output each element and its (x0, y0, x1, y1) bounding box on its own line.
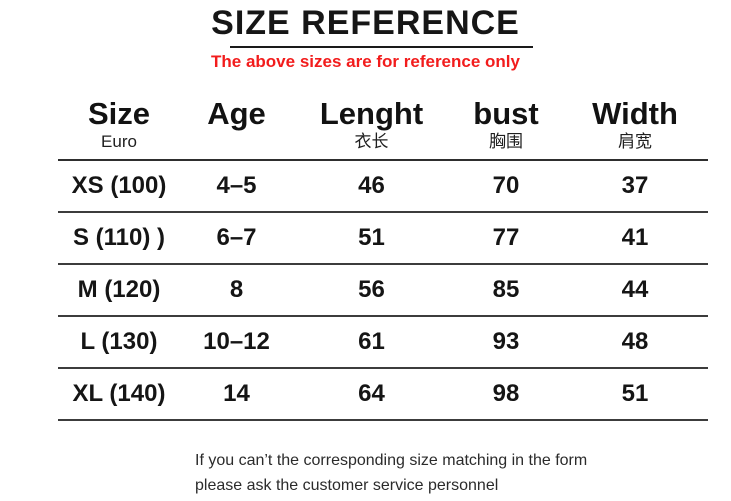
cell-width: 44 (562, 264, 708, 317)
table-row-xs: XS (100) 4–5 46 70 37 (58, 160, 708, 213)
column-header-size-sublabel: Euro (101, 132, 137, 151)
column-header-length-label: Lenght (319, 96, 424, 131)
column-header-width-label: Width (592, 96, 678, 131)
cell-width: 51 (562, 368, 708, 421)
column-header-width-sublabel: 肩宽 (618, 132, 652, 151)
column-header-age-label: Age (207, 96, 266, 131)
cell-size: XL (140) (58, 368, 180, 421)
size-table: Size Euro Age Lenght 衣长 bust 胸围 Width (58, 96, 708, 421)
cell-age: 10–12 (180, 316, 293, 369)
cell-size: XS (100) (58, 160, 180, 213)
column-header-age: Age (180, 96, 293, 160)
cell-age: 6–7 (180, 212, 293, 265)
column-header-length: Lenght 衣长 (293, 96, 450, 160)
cell-age: 8 (180, 264, 293, 317)
cell-size: L (130) (58, 316, 180, 369)
table-row-s: S (110) ) 6–7 51 77 41 (58, 212, 708, 265)
cell-length: 56 (293, 264, 450, 317)
column-header-bust-sublabel: 胸围 (489, 132, 523, 151)
cell-length: 64 (293, 368, 450, 421)
cell-age: 14 (180, 368, 293, 421)
title-underline (230, 46, 533, 48)
cell-bust: 98 (450, 368, 562, 421)
cell-bust: 77 (450, 212, 562, 265)
table-row-l: L (130) 10–12 61 93 48 (58, 316, 708, 369)
cell-size: M (120) (58, 264, 180, 317)
column-header-size: Size Euro (58, 96, 180, 160)
column-header-bust: bust 胸围 (450, 96, 562, 160)
cell-bust: 70 (450, 160, 562, 213)
footer-line-1: If you can’t the corresponding size matc… (195, 452, 588, 469)
cell-bust: 93 (450, 316, 562, 369)
cell-bust: 85 (450, 264, 562, 317)
cell-width: 48 (562, 316, 708, 369)
cell-length: 46 (293, 160, 450, 213)
page-title: SIZE REFERENCE (211, 4, 520, 42)
cell-length: 51 (293, 212, 450, 265)
table-row-xl: XL (140) 14 64 98 51 (58, 368, 708, 421)
cell-size: S (110) ) (58, 212, 180, 265)
cell-age: 4–5 (180, 160, 293, 213)
cell-width: 41 (562, 212, 708, 265)
footer-note: If you can’t the corresponding size matc… (195, 448, 587, 498)
column-header-size-label: Size (87, 96, 151, 131)
column-header-length-sublabel: 衣长 (354, 132, 389, 151)
column-header-bust-label: bust (473, 96, 539, 131)
column-header-age-sublabel (180, 132, 293, 151)
reference-notice: The above sizes are for reference only (211, 52, 520, 71)
table-row-m: M (120) 8 56 85 44 (58, 264, 708, 317)
footer-line-2: please ask the customer service personne… (195, 477, 499, 494)
column-header-width: Width 肩宽 (562, 96, 708, 160)
cell-length: 61 (293, 316, 450, 369)
table-header-row: Size Euro Age Lenght 衣长 bust 胸围 Width (58, 96, 708, 160)
cell-width: 37 (562, 160, 708, 213)
